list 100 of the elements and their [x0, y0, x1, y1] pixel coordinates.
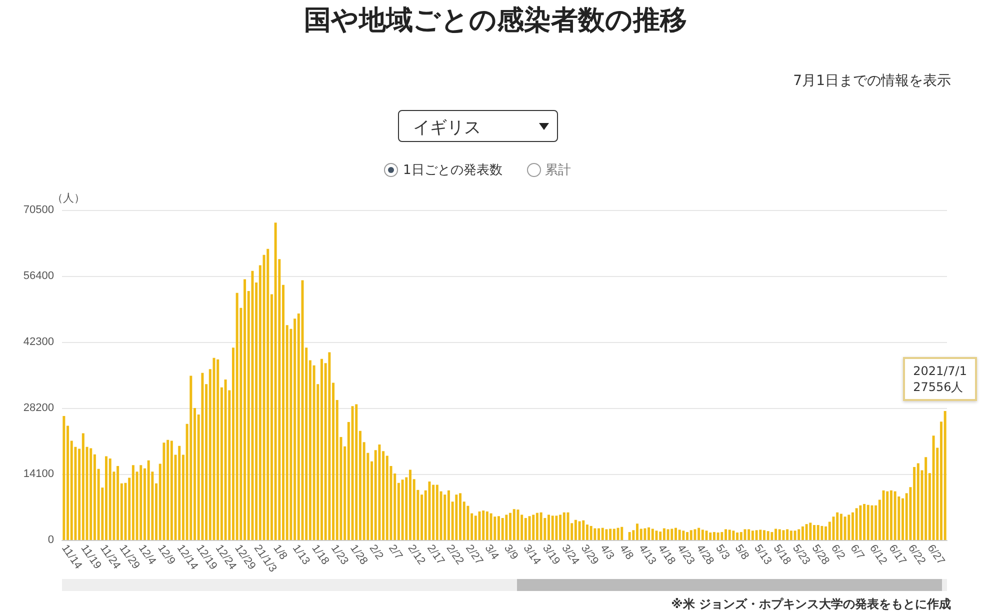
bar	[801, 526, 804, 540]
bar	[782, 530, 785, 540]
bar	[720, 532, 724, 540]
bar	[628, 532, 631, 540]
annotation: 2021/7/1 27556人	[903, 357, 977, 401]
bar	[501, 518, 504, 540]
bar	[686, 532, 689, 540]
bar	[562, 512, 566, 540]
bar	[432, 484, 435, 540]
bar	[724, 529, 727, 540]
bar	[582, 520, 585, 540]
bar	[201, 372, 204, 540]
bar	[690, 530, 692, 540]
bar	[497, 516, 500, 540]
y-tick-label: 0	[48, 534, 54, 546]
bar	[620, 526, 624, 540]
bar	[866, 504, 870, 540]
bar	[82, 433, 84, 540]
bar	[798, 529, 800, 540]
text: 1日ごとの発表数	[403, 162, 502, 179]
bar	[913, 466, 916, 540]
bar	[251, 270, 254, 540]
bar	[147, 460, 150, 540]
x-tick-label: 2/2	[366, 542, 386, 562]
bar	[512, 509, 516, 540]
bar	[236, 292, 238, 540]
bar	[598, 528, 600, 540]
y-tick-label: 70500	[23, 204, 54, 216]
bar	[759, 530, 762, 540]
x-tick-label: 6/27	[924, 542, 947, 567]
bar	[490, 513, 492, 540]
bar	[836, 512, 839, 540]
bar	[274, 222, 277, 540]
y-tick-label: 56400	[23, 270, 54, 282]
bar	[932, 436, 935, 540]
bar	[616, 528, 620, 540]
bar	[408, 470, 412, 540]
bar	[166, 440, 170, 540]
bar	[594, 528, 596, 540]
bar	[170, 440, 173, 540]
y-tick-label: 28200	[23, 402, 54, 414]
bar	[644, 528, 646, 540]
bar	[509, 512, 512, 540]
bar	[851, 512, 854, 540]
bar	[809, 522, 812, 540]
bar	[559, 514, 562, 540]
bar	[486, 511, 488, 540]
bar	[590, 526, 592, 540]
x-tick-label: 6/17	[886, 542, 908, 567]
y-tick-label: 42300	[23, 336, 54, 348]
bar	[698, 528, 700, 540]
bar	[224, 379, 227, 540]
bar	[108, 458, 112, 540]
bar	[494, 516, 496, 540]
bar	[805, 524, 808, 540]
bar	[774, 528, 778, 540]
bar	[524, 518, 527, 540]
bar	[320, 358, 323, 540]
bar	[178, 446, 181, 540]
bar	[301, 280, 304, 540]
bar	[778, 529, 781, 540]
bar	[551, 516, 554, 540]
bar	[540, 512, 542, 540]
bar	[536, 512, 538, 540]
bar	[266, 248, 270, 540]
text: 累計	[545, 162, 571, 179]
bar	[578, 521, 581, 540]
bar	[609, 528, 612, 540]
bar	[766, 531, 770, 540]
bar	[436, 484, 438, 540]
bar	[678, 530, 681, 540]
bar	[701, 530, 704, 540]
bar	[894, 491, 896, 540]
bar	[447, 490, 450, 540]
bar	[328, 352, 331, 540]
bar	[859, 505, 862, 540]
bar	[855, 508, 858, 540]
bar	[586, 524, 588, 540]
bar	[748, 529, 750, 540]
x-tick-label: 6/2	[828, 542, 848, 562]
bar	[832, 516, 835, 540]
bar	[566, 512, 570, 540]
bar	[770, 532, 774, 540]
bar	[848, 514, 850, 540]
bar	[455, 494, 458, 540]
bar	[732, 530, 735, 540]
bar	[482, 510, 485, 540]
bar	[762, 530, 766, 540]
bar	[355, 404, 358, 540]
bar	[890, 490, 892, 540]
bar	[716, 532, 720, 540]
bar	[140, 465, 142, 540]
bar	[105, 456, 108, 540]
x-tick-label: 2/17	[424, 542, 447, 567]
bar	[740, 532, 742, 540]
bar	[666, 529, 670, 540]
bar	[670, 528, 674, 540]
bar	[505, 514, 508, 540]
bar	[844, 516, 846, 540]
bar	[401, 480, 404, 540]
